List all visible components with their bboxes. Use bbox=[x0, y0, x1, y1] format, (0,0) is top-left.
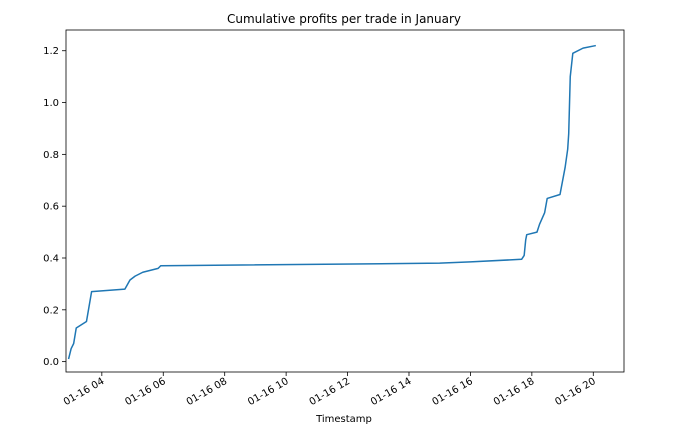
y-tick-label: 0.0 bbox=[43, 357, 59, 368]
x-tick-label: 01-16 04 bbox=[62, 376, 106, 408]
x-tick-label: 01-16 08 bbox=[185, 376, 229, 408]
series-layer bbox=[67, 44, 596, 360]
y-tick-label: 0.6 bbox=[43, 202, 59, 213]
y-tick-label: 0.2 bbox=[43, 305, 59, 316]
x-tick-label: 01-16 14 bbox=[369, 376, 413, 408]
chart-title: Cumulative profits per trade in January bbox=[227, 12, 461, 26]
x-axis-label: Timestamp bbox=[315, 414, 372, 425]
x-tick-label: 01-16 20 bbox=[553, 376, 597, 408]
x-tick-label: 01-16 16 bbox=[430, 376, 474, 408]
y-tick-label: 0.4 bbox=[43, 254, 59, 265]
x-tick-label: 01-16 06 bbox=[123, 376, 167, 408]
y-tick-label: 1.0 bbox=[43, 98, 59, 109]
plot-frame bbox=[65, 29, 625, 373]
y-tick-label: 1.2 bbox=[43, 46, 59, 57]
y-tick-label: 0.8 bbox=[43, 150, 59, 161]
x-tick-label: 01-16 10 bbox=[246, 376, 290, 408]
x-tick-label: 01-16 18 bbox=[492, 376, 536, 408]
x-tick-label: 01-16 12 bbox=[308, 376, 352, 408]
y-axis-ticks: 0.0 0.2 0.4 0.6 0.8 1.0 1.2 bbox=[43, 46, 66, 368]
series-line bbox=[67, 44, 596, 360]
x-axis-ticks: 01-16 04 01-16 06 01-16 08 01-16 10 01-16 12… bbox=[62, 372, 598, 408]
